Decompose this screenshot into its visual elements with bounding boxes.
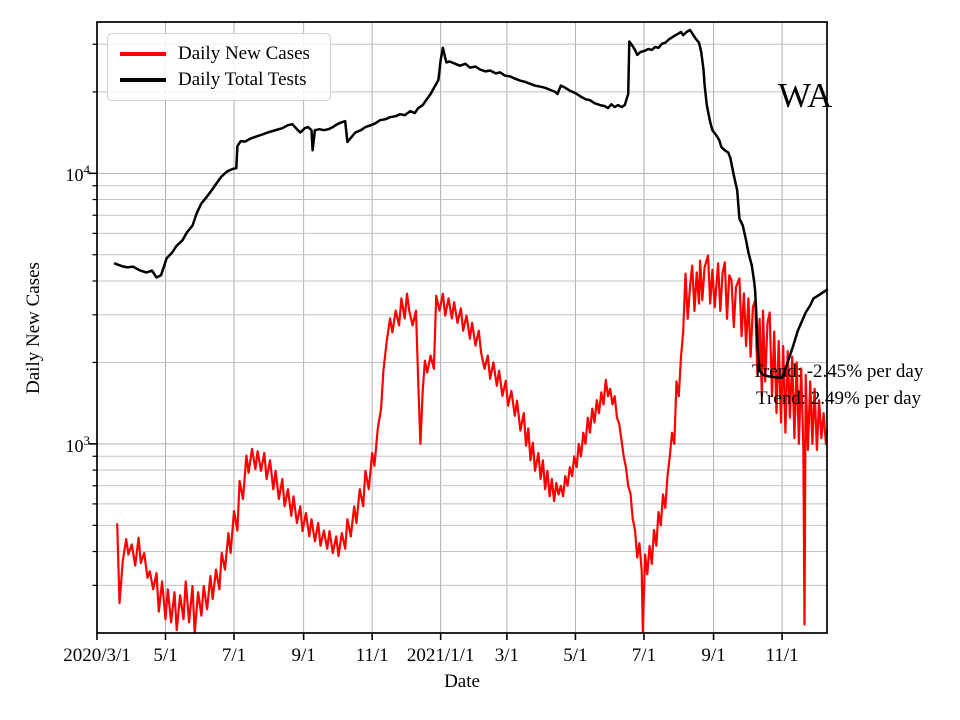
x-tick-label: 2020/3/1 [63,645,131,666]
x-tick-label: 2021/1/1 [406,645,475,666]
region-label: WA [778,76,833,115]
y-axis-title: Daily New Cases [23,262,44,394]
x-tick-label: 11/1 [765,645,799,666]
black-line-swatch-icon [120,78,166,82]
legend-label-tests: Daily Total Tests [178,69,307,90]
x-tick-label: 9/1 [291,645,316,666]
legend-item-cases: Daily New Cases [120,41,330,67]
series-line-daily-new-cases [116,254,829,635]
x-tick-label: 5/1 [153,645,178,666]
legend-item-tests: Daily Total Tests [120,67,330,93]
x-tick-label: 9/1 [701,645,726,666]
red-line-swatch-icon [120,52,166,56]
trend-annotation-tests: Trend: 2.49% per day [756,388,921,409]
y-tick-label: 103 [65,432,91,456]
y-tick-label: 104 [65,162,91,186]
x-axis-title: Date [444,671,480,692]
legend: Daily New Cases Daily Total Tests [107,33,331,101]
x-tick-label: 7/1 [221,645,247,666]
series-line-daily-total-tests [113,28,829,380]
legend-label-cases: Daily New Cases [178,43,310,64]
x-tick-label: 5/1 [563,645,588,666]
x-tick-label: 7/1 [631,645,657,666]
plot-spines [96,21,828,634]
x-tick-label: 3/1 [494,645,520,666]
trend-annotation-cases: Trend: -2.45% per day [752,361,924,382]
x-tick-label: 11/1 [355,645,389,666]
